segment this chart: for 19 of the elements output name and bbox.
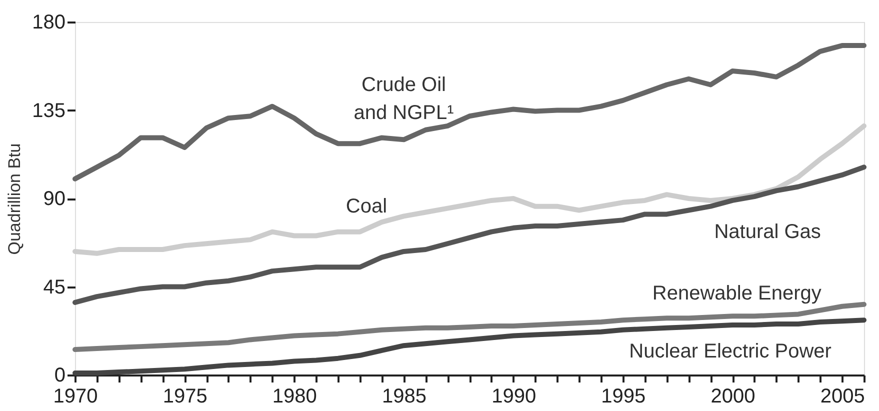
y-tick-label: 135 <box>32 100 66 122</box>
x-tick-label: 2000 <box>710 386 756 408</box>
x-tick-label: 1985 <box>382 386 426 408</box>
series-label: Renewable Energy <box>652 282 822 304</box>
y-tick-label: 45 <box>43 276 66 298</box>
series-label: Natural Gas <box>714 220 821 243</box>
x-tick-label: 1990 <box>492 386 536 408</box>
series-label: Nuclear Electric Power <box>629 340 832 362</box>
x-tick-label: 1980 <box>272 386 317 408</box>
series-label: Coal <box>346 195 388 218</box>
y-tick-label: 180 <box>32 12 66 34</box>
series-label: Crude Oil and NGPL¹ <box>354 74 454 124</box>
y-tick-label: 0 <box>54 364 66 386</box>
x-tick-label: 1995 <box>601 386 646 408</box>
y-axis-title: Quadrillion Btu <box>5 143 24 255</box>
x-tick-label: 2005 <box>820 386 865 408</box>
x-tick-label: 1975 <box>162 386 208 408</box>
y-tick-label: 90 <box>43 188 66 210</box>
x-tick-label: 1970 <box>53 386 98 408</box>
